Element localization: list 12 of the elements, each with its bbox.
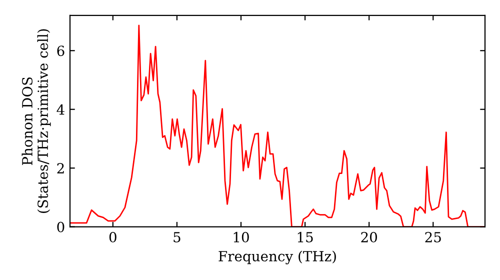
y-tick-label: 2 [57, 163, 64, 174]
x-tick-label: 5 [174, 232, 180, 242]
x-tick-label: 15 [298, 232, 313, 242]
y-tick-label: 4 [56, 104, 64, 115]
x-axis-title: Frequency (THz) [218, 250, 336, 264]
y-tick-label: 0 [57, 222, 64, 232]
x-tick-label: 0 [109, 232, 116, 242]
x-tick-label: 20 [361, 232, 377, 242]
y-axis-title: Phonon DOS (States/THz·primitive cell) [22, 29, 51, 213]
y-tick-label: 6 [57, 46, 64, 56]
x-tick-label: 10 [234, 232, 249, 242]
x-tick-label: 25 [425, 232, 441, 242]
